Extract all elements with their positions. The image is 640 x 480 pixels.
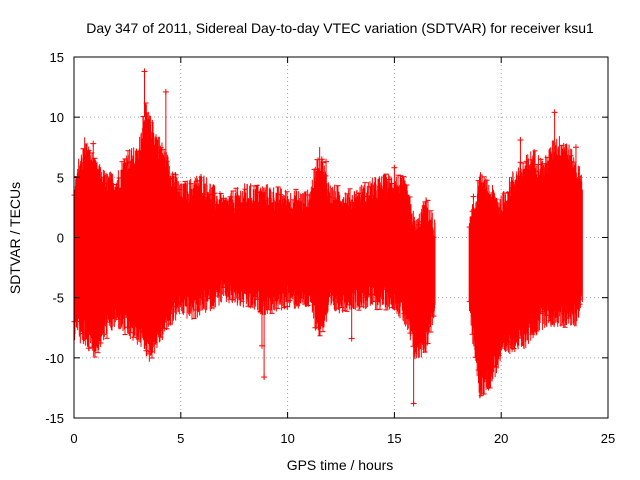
- y-tick-label: 10: [50, 110, 64, 125]
- x-axis-label: GPS time / hours: [287, 457, 394, 473]
- x-tick-label: 0: [70, 431, 77, 446]
- y-tick-label: -15: [45, 411, 64, 426]
- outlier-point: [261, 200, 268, 207]
- y-tick-label: 5: [57, 170, 64, 185]
- y-tick-label: -10: [45, 351, 64, 366]
- outlier-point: [410, 338, 417, 407]
- tick-layer: 0 5 10 15 20 25 -15 -10 -5 0 5 10 15: [45, 50, 615, 446]
- y-axis-label: SDTVAR / TECUs: [7, 182, 23, 294]
- x-tick-label: 25: [601, 431, 615, 446]
- outlier-point: [323, 158, 330, 187]
- outlier-point: [312, 309, 319, 331]
- data-layer: [71, 68, 583, 407]
- outlier-point: [147, 342, 154, 355]
- outlier-point: [391, 164, 398, 190]
- outlier-point: [261, 297, 268, 381]
- outlier-point: [348, 291, 355, 342]
- x-tick-label: 10: [280, 431, 294, 446]
- outlier-point: [85, 332, 92, 352]
- y-tick-label: 0: [57, 231, 64, 246]
- x-tick-label: 15: [387, 431, 401, 446]
- outlier-point: [470, 193, 477, 219]
- outlier-point: [551, 109, 558, 154]
- outlier-point: [572, 144, 579, 178]
- outlier-point: [141, 68, 148, 118]
- chart-title: Day 347 of 2011, Sidereal Day-to-day VTE…: [86, 20, 594, 36]
- outlier-point: [318, 156, 325, 173]
- y-tick-label: -5: [52, 291, 64, 306]
- x-tick-label: 20: [494, 431, 508, 446]
- outlier-point: [517, 137, 524, 180]
- outlier-point: [90, 140, 97, 173]
- outlier-point: [162, 88, 169, 168]
- outlier-point: [532, 167, 539, 175]
- y-tick-label: 15: [50, 50, 64, 65]
- x-tick-label: 5: [177, 431, 184, 446]
- outlier-point: [124, 159, 131, 166]
